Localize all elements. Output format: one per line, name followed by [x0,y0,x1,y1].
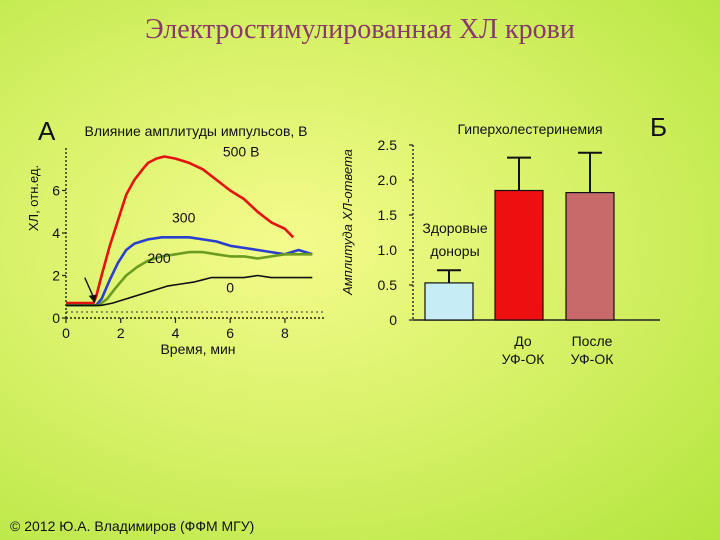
y-tick-label-a: 2 [52,268,60,284]
copyright-footer: © 2012 Ю.А. Владимиров (ФФМ МГУ) [10,518,255,534]
curve-label-4: 0 [226,280,234,296]
series-line-2 [66,236,313,307]
chart-b-title: Гиперхолестеринемия [457,121,602,137]
y-tick-label-b: 0.5 [378,277,398,293]
y-tick-label-b: 1.0 [378,242,398,258]
bar-label-2-line-1: До [514,333,532,349]
y-axis-label-a: ХЛ, отн.ед. [26,165,41,231]
bar-label-1-line-2: доноры [430,243,479,259]
bar-label-1-line-1: Здоровые [422,220,487,236]
bar-3 [565,192,615,321]
x-axis-label-a: Время, мин [160,341,235,357]
y-tick-label-b: 0 [389,312,397,328]
series-line-1 [66,155,295,305]
bar-label-3-line-2: УФ-ОК [571,351,615,367]
series-line-3 [66,250,313,307]
bar-2 [494,189,544,321]
x-tick-label-a: 4 [172,325,180,341]
x-tick-label-a: 6 [226,325,234,341]
y-tick-label-a: 0 [52,310,60,326]
series-line-4 [66,274,313,307]
y-tick-label-b: 2.5 [378,137,398,153]
y-tick-label-b: 1.5 [378,207,398,223]
y-tick-label-a: 6 [52,183,60,199]
x-tick-label-a: 8 [281,325,289,341]
stimulus-arrow-head [88,294,97,304]
x-tick-label-a: 0 [62,325,70,341]
curve-label-2: 300 [172,209,196,225]
curve-label-1: 500 В [223,144,260,160]
x-tick-label-a: 2 [117,325,125,341]
y-axis-label-b: Амплитуда ХЛ-ответа [340,149,355,296]
panel-letter-b: Б [650,112,668,142]
bar-label-2-line-2: УФ-ОК [502,351,546,367]
y-tick-label-a: 4 [52,225,60,241]
chart-a-title: Влияние амплитуды импульсов, В [84,123,307,139]
slide-title: Электростимулированная ХЛ крови [145,14,575,45]
bar-label-3-line-1: После [572,333,613,349]
curve-label-3: 200 [147,250,171,266]
bar-1 [424,282,474,321]
y-tick-label-b: 2.0 [378,172,398,188]
panel-letter-a: А [38,116,56,146]
